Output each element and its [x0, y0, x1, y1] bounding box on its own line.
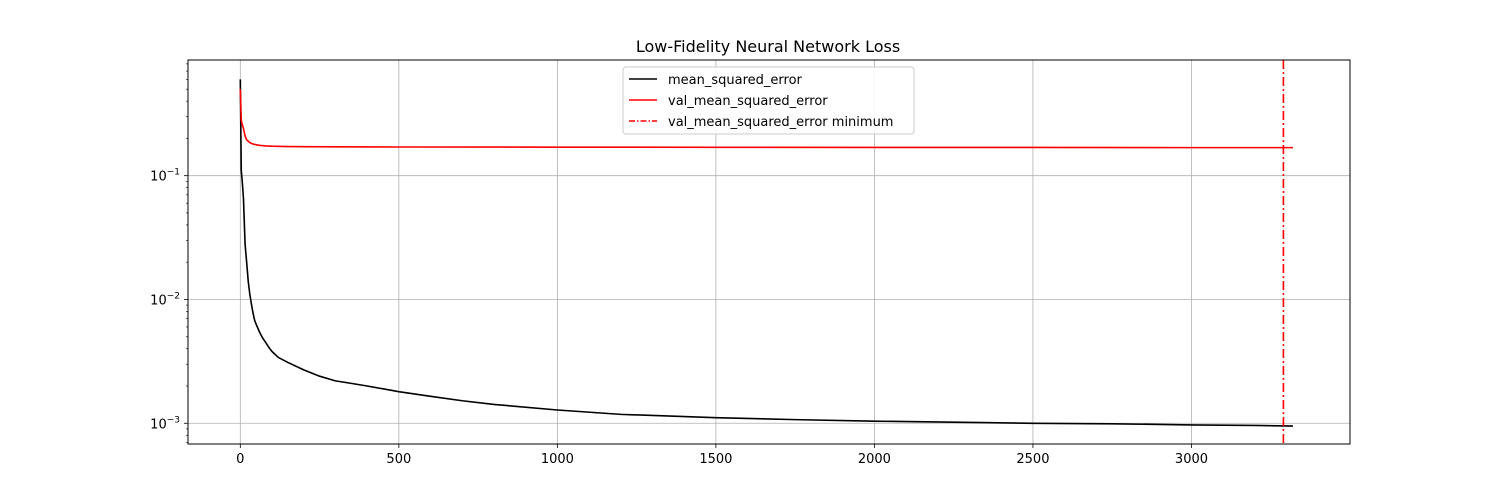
grid — [188, 60, 1350, 444]
plot-frame — [187, 59, 1351, 445]
x-tick-label: 2500 — [1016, 452, 1049, 467]
legend-label: val_mean_squared_error minimum — [668, 115, 893, 130]
plot-data — [239, 60, 1293, 444]
series-line-mean-squared-error — [239, 79, 1293, 427]
legend-label: mean_squared_error — [668, 73, 803, 88]
x-tick-label: 500 — [386, 452, 411, 467]
x-tick-label: 0 — [236, 452, 244, 467]
y-tick-label-exponent: −1 — [167, 168, 180, 178]
chart-title: Low-Fidelity Neural Network Loss — [636, 37, 900, 56]
y-tick-label: 10−1 — [150, 168, 180, 185]
y-tick-label-exponent: −2 — [167, 291, 180, 301]
x-tick-label: 1000 — [541, 452, 574, 467]
y-tick-label: 10−2 — [150, 291, 180, 308]
legend-box — [622, 66, 915, 135]
y-tick-label-base: 10 — [150, 293, 167, 308]
x-tick-label: 3000 — [1175, 452, 1208, 467]
y-tick-label-base: 10 — [150, 417, 167, 432]
y-tick-label: 10−3 — [150, 415, 180, 432]
series-line-val-mean-squared-error — [239, 89, 1293, 149]
legend: mean_squared_error val_mean_squared_error… — [622, 66, 915, 135]
legend-label: val_mean_squared_error — [668, 94, 828, 109]
x-tick-label: 2000 — [858, 452, 891, 467]
y-tick-label-exponent: −3 — [167, 415, 180, 425]
x-tick-label: 1500 — [699, 452, 732, 467]
y-tick-label-base: 10 — [150, 170, 167, 185]
